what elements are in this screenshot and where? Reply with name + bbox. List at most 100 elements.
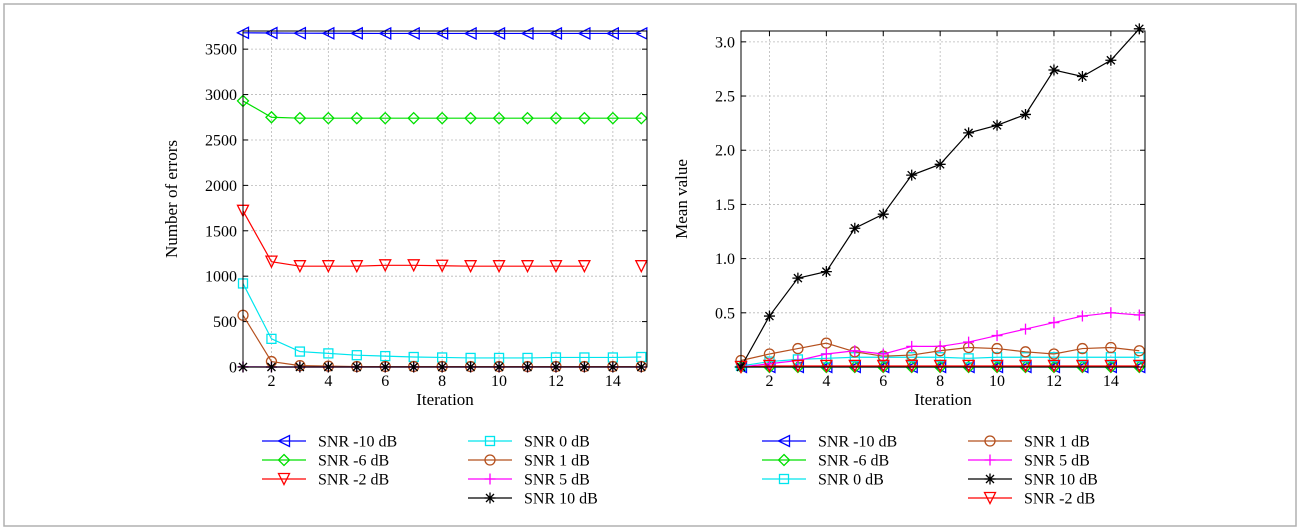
chart2-legend-marker-snr-5-db [984, 454, 996, 466]
chart2-point-snr-5-db-10 [991, 330, 1003, 342]
chart1-legend-label-snr-10-db: SNR 10 dB [524, 491, 598, 508]
chart1-line-snr-0-db [242, 283, 642, 359]
chart1-point-snr-6-db-13 [577, 111, 591, 125]
chart1-ytick-label-2: 1000 [205, 269, 237, 286]
chart2-point-snr-5-db-7 [906, 340, 918, 352]
chart1-xtick-label-6: 14 [605, 373, 621, 390]
chart2-legend-label-snr-0-db: SNR 0 dB [818, 472, 884, 489]
chart1-x-axis-label: Iteration [416, 390, 474, 409]
chart1-legend-label-snr-10-db: SNR -10 dB [318, 434, 397, 451]
chart2-point-snr-5-db-15 [1133, 309, 1145, 321]
chart2-ytick-label-2: 1.5 [715, 197, 735, 214]
chart2-point-snr-10-db-10 [991, 119, 1003, 131]
chart1-point-snr-2-db-9 [464, 260, 478, 274]
chart1-point-snr-6-db-3 [293, 111, 307, 125]
chart1-legend-entry-snr-6-db: SNR -6 dB [262, 453, 389, 470]
chart2-ytick-label-3: 2.0 [715, 143, 735, 160]
chart1-xtick-label-3: 8 [438, 373, 446, 390]
chart2-series-snr-2-db [734, 359, 1146, 374]
chart2-xtick-label-2: 6 [879, 373, 887, 390]
chart1-legend-entry-snr-0-db: SNR 0 dB [468, 434, 590, 451]
chart2-point-snr-10-db-8 [934, 158, 946, 170]
chart1-xtick-label-2: 6 [381, 373, 389, 390]
chart1-legend-marker-snr-0-db [484, 435, 496, 447]
chart1-point-snr-6-db-7 [407, 111, 421, 125]
chart2-point-snr-10-db-15 [1133, 23, 1145, 35]
chart2-point-snr-1-db-12 [1048, 348, 1060, 360]
chart2-legend-entry-snr-2-db: SNR -2 dB [968, 491, 1095, 508]
chart1-ytick-label-4: 2000 [205, 178, 237, 195]
chart2-xtick-label-1: 4 [822, 373, 830, 390]
chart2-point-snr-5-db-14 [1105, 307, 1117, 319]
chart2-legend-marker-snr-6-db [777, 453, 791, 467]
chart1-point-snr-6-db-2 [265, 110, 278, 124]
chart1-legend-label-snr-0-db: SNR 0 dB [524, 434, 590, 451]
chart2-legend-entry-snr-10-db: SNR -10 dB [762, 434, 897, 451]
chart2-point-snr-2-db-15 [1132, 359, 1146, 373]
chart2-axes-box [740, 30, 1146, 368]
chart1-legend-label-snr-5-db: SNR 5 dB [524, 472, 590, 489]
chart2-ytick-label-4: 2.5 [715, 89, 735, 106]
chart2-series-snr-1-db [735, 337, 1145, 367]
chart1-point-snr-6-db-14 [606, 111, 620, 125]
chart1-point-snr-2-db-8 [435, 259, 449, 273]
chart1-legend-marker-snr-10-db [277, 434, 291, 448]
chart2-point-snr-2-db-6 [876, 359, 890, 373]
chart1-legend-marker-snr-5-db [484, 473, 496, 485]
chart2-point-snr-5-db-8 [934, 340, 946, 352]
chart2-point-snr-2-db-3 [791, 359, 805, 373]
chart1-point-snr-6-db-5 [350, 111, 364, 125]
chart1-y-axis-label: Number of errors [162, 140, 181, 258]
chart2-point-snr-10-db-13 [1076, 71, 1088, 83]
chart1-ytick-label-0: 0 [229, 360, 237, 377]
chart2-point-snr-2-db-8 [933, 359, 947, 373]
chart1-legend-entry-snr-2-db: SNR -2 dB [262, 472, 389, 489]
chart1-legend-entry-snr-10-db: SNR 10 dB [468, 491, 598, 508]
chart1-legend-marker-snr-2-db [277, 472, 291, 486]
chart1-line-snr-10-db [242, 32, 642, 35]
chart1-ytick-label-5: 2500 [205, 132, 237, 149]
chart1-point-snr-2-db-7 [407, 259, 421, 273]
chart1-point-snr-0-db-4 [323, 348, 334, 359]
chart2-point-snr-2-db-5 [848, 359, 862, 373]
chart1-point-snr-2-db-2 [264, 255, 279, 269]
chart1-point-snr-10-db-3 [292, 26, 307, 40]
chart2-point-snr-2-db-10 [990, 359, 1004, 373]
chart1-point-snr-6-db-6 [378, 111, 392, 125]
chart1-legend: SNR -10 dB SNR -6 dB SNR -2 dB SNR 0 dB SNR … [262, 434, 598, 508]
chart2-point-snr-5-db-6 [877, 348, 889, 360]
chart1-legend-entry-snr-1-db: SNR 1 dB [468, 453, 590, 470]
chart2-point-snr-5-db-5 [849, 345, 861, 357]
chart2-line-snr-0-db [740, 356, 1140, 367]
chart1-point-snr-6-db-12 [549, 111, 563, 125]
chart2-xtick-label-5: 12 [1046, 373, 1062, 390]
chart2-point-snr-10-db-12 [1048, 64, 1060, 76]
chart2-point-snr-2-db-2 [762, 359, 777, 373]
chart2-legend-label-snr-1-db: SNR 1 dB [1024, 434, 1090, 451]
chart1-point-snr-6-db-4 [321, 111, 335, 125]
chart2-point-snr-5-db-4 [820, 348, 832, 360]
chart2-legend: SNR -10 dB SNR -6 dB SNR 0 dB SNR 1 dB SNR 5… [762, 434, 1098, 508]
chart2-legend-marker-snr-2-db [983, 491, 997, 505]
chart1-xtick-label-1: 4 [324, 373, 332, 390]
chart2-point-snr-2-db-9 [962, 359, 976, 373]
chart2-point-snr-2-db-11 [1018, 359, 1033, 373]
chart2-point-snr-5-db-13 [1076, 310, 1088, 322]
chart2-legend-label-snr-5-db: SNR 5 dB [1024, 453, 1090, 470]
chart1-legend-label-snr-1-db: SNR 1 dB [524, 453, 590, 470]
chart1-point-snr-2-db-11 [520, 260, 535, 274]
chart2-xtick-label-3: 8 [936, 373, 944, 390]
chart1-axes-box [242, 30, 648, 368]
chart1-ytick-label-7: 3500 [205, 42, 237, 59]
chart1-legend-marker-snr-6-db [277, 453, 291, 467]
chart2-line-snr-2-db [740, 365, 1140, 368]
chart2-ytick-label-1: 1.0 [715, 251, 735, 268]
chart1-point-snr-6-db-8 [435, 111, 449, 125]
chart1-point-snr-2-db-10 [492, 260, 506, 274]
chart2-point-snr-2-db-7 [905, 359, 919, 373]
chart2-point-snr-0-db-13 [1077, 352, 1088, 363]
chart2-point-snr-1-db-3 [792, 342, 804, 355]
chart1-point-snr-0-db-5 [351, 350, 362, 361]
chart2-point-snr-1-db-4 [820, 337, 833, 349]
